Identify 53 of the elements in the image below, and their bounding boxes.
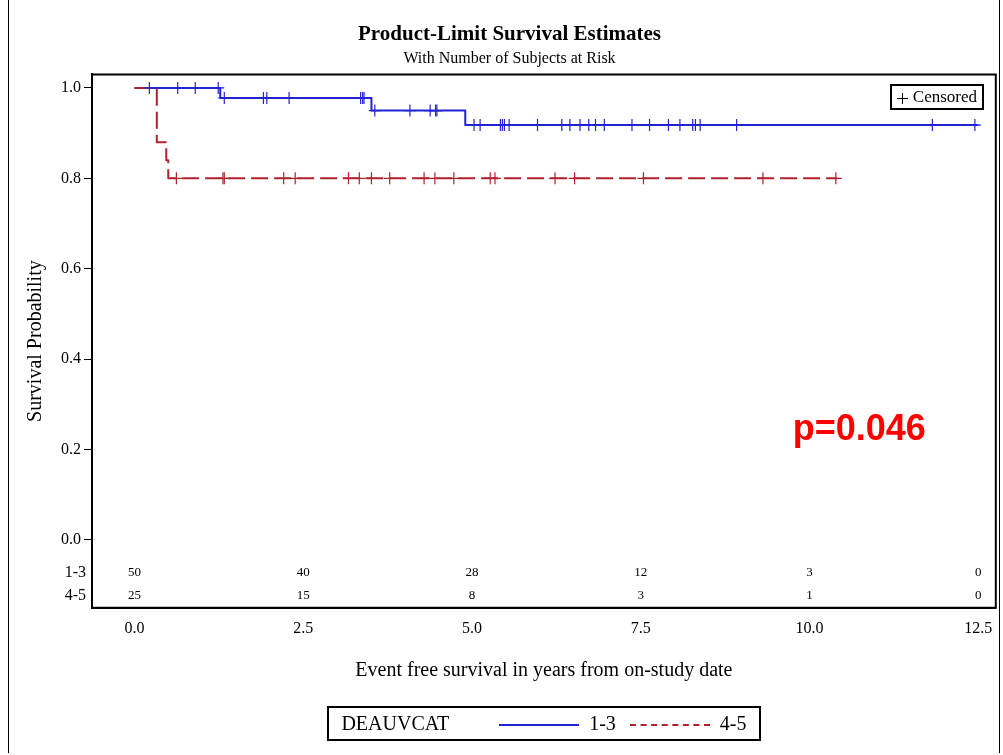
annotation: p=0.046 bbox=[792, 407, 926, 449]
point bbox=[568, 171, 582, 185]
y-axis-title: Survival Probability bbox=[23, 260, 47, 422]
point bbox=[428, 171, 442, 185]
chart-title: Product-Limit Survival Estimates bbox=[358, 21, 661, 46]
y-tick-label: 0.0 bbox=[61, 530, 81, 548]
point bbox=[341, 171, 356, 185]
annotation: 28 bbox=[465, 564, 479, 580]
point bbox=[288, 171, 302, 185]
series-label: Censored bbox=[912, 87, 978, 107]
point bbox=[364, 171, 379, 185]
point bbox=[756, 171, 770, 185]
y-tick-label: 0.6 bbox=[61, 258, 81, 276]
point bbox=[368, 103, 382, 118]
point bbox=[636, 171, 651, 185]
y-tick-label: 0.4 bbox=[61, 349, 81, 367]
annotation: 3 bbox=[806, 564, 813, 580]
annotation: 0 bbox=[975, 564, 982, 580]
chart-subtitle: With Number of Subjects at Risk bbox=[403, 49, 616, 67]
annotation: 0 bbox=[975, 587, 982, 603]
y-tick-label: 1.0 bbox=[61, 78, 81, 96]
annotation: 3 bbox=[637, 587, 645, 603]
point bbox=[829, 171, 843, 185]
annotation: 8 bbox=[468, 587, 476, 603]
x-tick-label: 7.5 bbox=[630, 618, 651, 636]
point bbox=[277, 171, 291, 185]
x-tick-label: 10.0 bbox=[795, 618, 824, 636]
legend-label: 4-5 bbox=[719, 712, 747, 734]
legend-label: 1-3 bbox=[589, 712, 616, 734]
annotation: 15 bbox=[296, 587, 310, 603]
annotation: 50 bbox=[128, 564, 142, 580]
annotation: 40 bbox=[296, 564, 310, 580]
x-tick-label: 0.0 bbox=[124, 618, 145, 636]
point bbox=[488, 171, 502, 185]
x-tick-label: 12.5 bbox=[964, 618, 993, 636]
annotation: 25 bbox=[128, 587, 142, 603]
point bbox=[548, 171, 562, 185]
point bbox=[447, 171, 461, 185]
text: 4-5 bbox=[64, 586, 86, 603]
y-tick-label: 0.8 bbox=[61, 168, 81, 186]
point bbox=[417, 171, 431, 185]
point bbox=[169, 171, 183, 185]
point bbox=[352, 171, 366, 185]
annotation: 12 bbox=[634, 564, 648, 580]
y-tick-label: 0.2 bbox=[61, 439, 81, 457]
x-tick-label: 5.0 bbox=[462, 618, 483, 636]
point bbox=[403, 103, 417, 118]
annotation: 1 bbox=[806, 587, 813, 603]
point bbox=[383, 171, 397, 185]
text: 1-3 bbox=[64, 563, 86, 580]
x-axis-title: Event free survival in years from on-study date bbox=[355, 658, 733, 682]
x-tick-label: 2.5 bbox=[293, 618, 314, 636]
legend-title: DEAUVCAT bbox=[341, 712, 450, 735]
